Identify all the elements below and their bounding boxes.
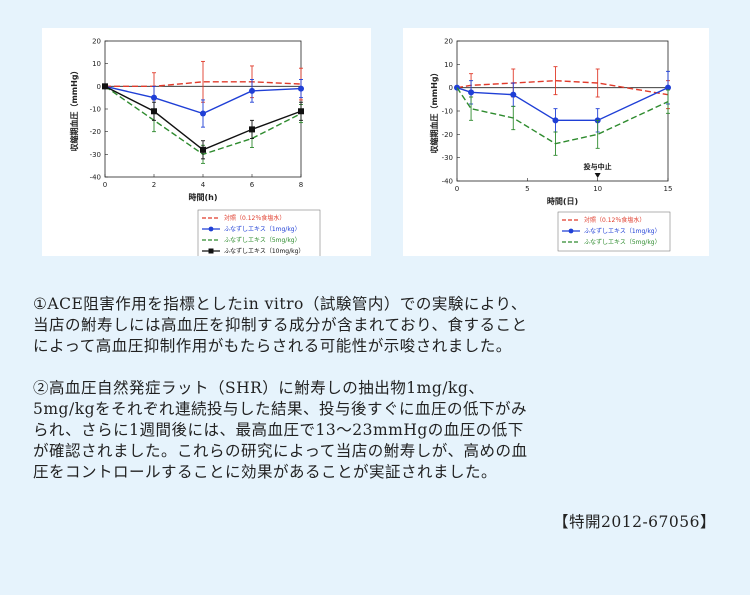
data-point [665, 84, 671, 91]
text-line: によって高血圧抑制作用がもたらされる可能性が示唆されました。 [33, 337, 512, 355]
legend-swatch-marker [208, 248, 214, 254]
y-tick-label: 20 [444, 38, 453, 46]
data-point [298, 108, 304, 115]
data-point [151, 108, 157, 115]
chart-hourly-blood-pressure: 20 10 0 -10 -20 -30 -40 0 2 4 6 8 時間(h) 収縮期血圧（mmHg） 対照… [42, 28, 371, 256]
legend-label: ふなずしエキス（5mg/kg） [584, 238, 661, 246]
y-axis-title: 収縮期血圧（mmHg） [429, 68, 439, 153]
x-tick-label: 4 [201, 181, 206, 189]
y-tick-label: 10 [92, 60, 101, 68]
text-line: ②高血圧自然発症ラット（SHR）に鮒寿しの抽出物1mg/kg、 [33, 379, 485, 397]
y-tick-label: -30 [442, 154, 453, 162]
data-point [249, 87, 255, 94]
annotation-label: 投与中止 [584, 162, 612, 171]
data-point [468, 89, 475, 96]
annotation-arrow [594, 173, 601, 178]
series-line [456, 87, 669, 145]
y-tick-label: 0 [97, 83, 101, 91]
legend-box [197, 209, 321, 256]
x-tick-label: 8 [299, 181, 303, 189]
series-line [456, 87, 669, 122]
series-line [456, 79, 669, 96]
text-line: ①ACE阻害作用を指標としたin vitro（試験管内）での実験により、 [33, 295, 527, 313]
series-line [105, 81, 302, 88]
y-tick-label: -10 [90, 106, 101, 114]
paragraph-ace-inhibition: ①ACE阻害作用を指標としたin vitro（試験管内）での実験により、 当店の… [33, 294, 723, 357]
legend-label: ふなずしエキス（1mg/kg） [224, 225, 301, 233]
x-tick-label: 10 [593, 185, 602, 193]
y-tick-label: 0 [449, 84, 453, 92]
y-tick-label: -40 [442, 178, 453, 186]
y-tick-label: 10 [444, 61, 453, 69]
text-line: られ、さらに1週間後には、最高血圧で13～23mmHgの血圧の低下 [33, 421, 524, 439]
x-tick-label: 0 [455, 185, 459, 193]
legend-label: ふなずしエキス（5mg/kg） [224, 236, 301, 244]
legend-label: ふなずしエキス（1mg/kg） [584, 227, 661, 235]
text-line: 圧をコントロールすることに効果があることが実証されました。 [33, 463, 498, 481]
x-tick-label: 6 [250, 181, 255, 189]
x-tick-label: 2 [152, 181, 156, 189]
data-point [151, 94, 157, 101]
y-tick-label: -30 [90, 151, 101, 159]
legend-swatch-marker [208, 226, 214, 232]
x-tick-label: 15 [664, 185, 673, 193]
data-point [102, 83, 108, 90]
text-line: が確認されました。これらの研究によって当店の鮒寿しが、高めの血 [33, 442, 528, 460]
legend-label: 対照（0.12％食塩水） [224, 214, 285, 222]
chart-daily-blood-pressure: 20 10 0 -10 -20 -30 -40 0 5 10 15 時間(日) 収縮期血圧（mmHg）投… [403, 28, 709, 256]
x-tick-label: 0 [103, 181, 107, 189]
y-tick-label: -20 [442, 131, 453, 139]
y-axis-title: 収縮期血圧（mmHg） [69, 66, 79, 151]
text-line: 当店の鮒寿しには高血圧を抑制する成分が含まれており、食すること [33, 316, 528, 334]
patent-reference: 【特開2012-67056】 [553, 513, 716, 531]
x-axis-title: 時間(h) [188, 192, 217, 202]
data-point [200, 146, 206, 153]
y-tick-label: 20 [92, 38, 101, 46]
data-point [200, 110, 206, 117]
y-tick-label: -40 [90, 174, 101, 182]
text-line: 5mg/kgをそれぞれ連続投与した結果、投与後すぐに血圧の低下がみ [33, 400, 528, 418]
x-tick-label: 5 [525, 185, 529, 193]
y-tick-label: -10 [442, 108, 453, 116]
data-point [298, 85, 304, 92]
legend-label: ふなずしエキス（10mg/kg） [224, 247, 304, 255]
data-point [510, 91, 517, 98]
legend-label: 対照（0.12％食塩水） [584, 216, 645, 224]
legend-swatch-marker [568, 228, 574, 234]
legend-box [557, 211, 671, 252]
y-tick-label: -20 [90, 128, 101, 136]
x-axis-title: 時間(日) [547, 196, 578, 206]
plot-frame [456, 40, 669, 182]
paragraph-shr-results: ②高血圧自然発症ラット（SHR）に鮒寿しの抽出物1mg/kg、 5mg/kgをそ… [33, 378, 723, 483]
data-point [552, 117, 559, 124]
data-point [249, 126, 255, 133]
